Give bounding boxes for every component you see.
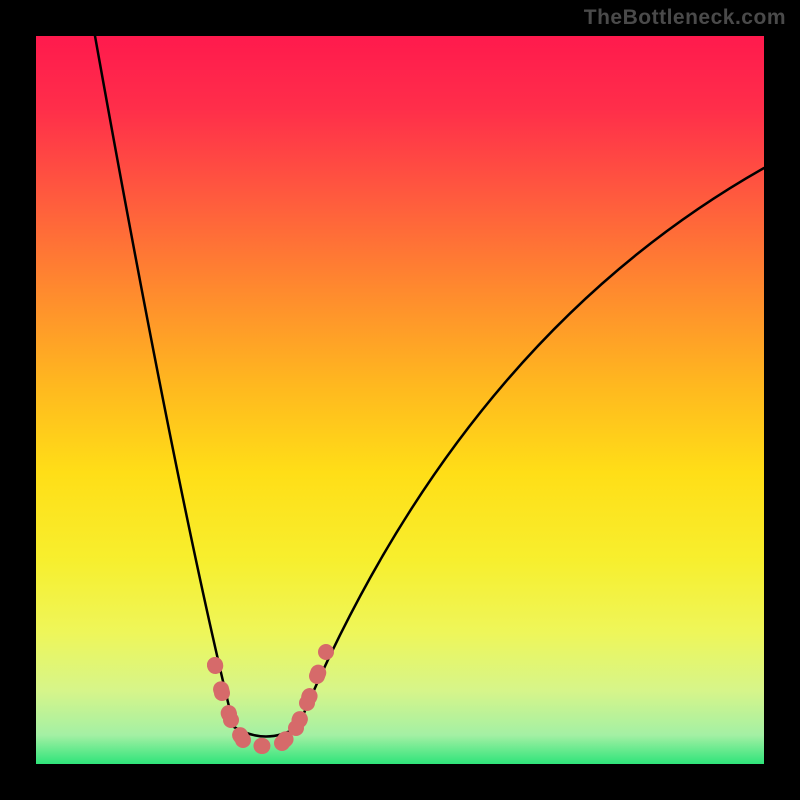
- valley-marker-dot: [207, 657, 223, 673]
- plot-background: [36, 36, 764, 764]
- valley-marker-dot: [223, 712, 239, 728]
- watermark-text: TheBottleneck.com: [584, 6, 786, 30]
- valley-marker-dot: [299, 695, 315, 711]
- valley-marker-dot: [274, 735, 290, 751]
- chart-container: TheBottleneck.com: [0, 0, 800, 800]
- valley-marker-dot: [235, 732, 251, 748]
- valley-marker-dot: [214, 685, 230, 701]
- valley-marker-dot: [288, 720, 304, 736]
- valley-marker-dot: [309, 668, 325, 684]
- valley-marker-dot: [254, 738, 270, 754]
- valley-marker-dot: [318, 644, 334, 660]
- chart-svg: [0, 0, 800, 800]
